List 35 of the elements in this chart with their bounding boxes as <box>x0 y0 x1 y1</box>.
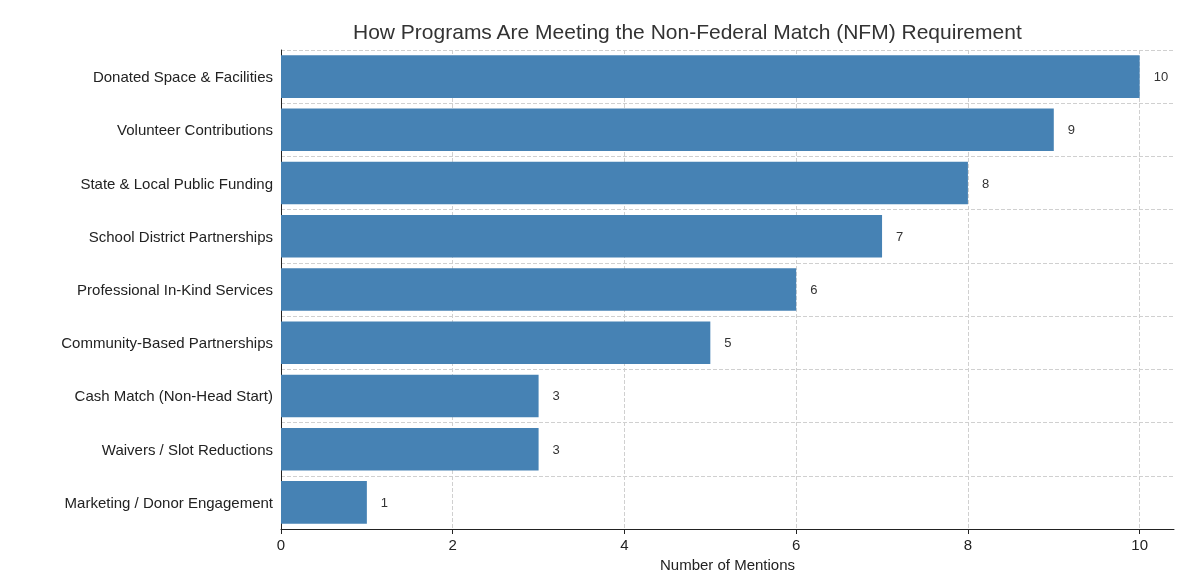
y-tick-label: Marketing / Donor Engagement <box>64 493 274 511</box>
data-label: 5 <box>724 335 732 351</box>
data-label: 8 <box>981 175 990 191</box>
x-axis-title: Number of Mentions <box>659 556 796 573</box>
x-tick-label: 8 <box>963 536 973 553</box>
data-label: 3 <box>552 441 560 457</box>
bar <box>281 161 968 205</box>
bar <box>281 481 367 524</box>
bar <box>281 108 1054 152</box>
data-label: 6 <box>810 282 818 297</box>
y-tick-label: Waivers / Slot Reductions <box>101 440 273 458</box>
x-tick-label: 0 <box>276 536 286 553</box>
x-tick-label: 6 <box>792 536 801 553</box>
bar <box>281 268 797 311</box>
y-tick-label: Volunteer Contributions <box>117 121 273 139</box>
y-tick-label: Cash Match (Non-Head Start) <box>74 387 273 405</box>
x-tick-label: 10 <box>1131 536 1148 553</box>
bar <box>281 214 883 258</box>
y-tick-label: State & Local Public Funding <box>80 174 273 192</box>
x-tick-label: 2 <box>448 536 457 553</box>
chart-title: How Programs Are Meeting the Non-Federal Match (NFM) Requirement <box>353 20 1022 43</box>
bar <box>281 427 539 471</box>
data-label: 3 <box>552 388 560 404</box>
y-tick-label: School District Partnerships <box>88 227 273 245</box>
y-tick-label: Professional In-Kind Services <box>77 281 273 298</box>
data-label: 7 <box>896 228 904 244</box>
data-label: 9 <box>1067 122 1076 138</box>
bar <box>281 374 539 418</box>
data-label: 1 <box>380 494 389 510</box>
bar <box>281 55 1140 98</box>
y-tick-label: Donated Space & Facilities <box>92 68 273 86</box>
data-label: 10 <box>1153 69 1169 85</box>
x-tick-label: 4 <box>620 536 629 553</box>
y-tick-label: Community-Based Partnerships <box>61 334 273 352</box>
bar <box>281 321 711 365</box>
